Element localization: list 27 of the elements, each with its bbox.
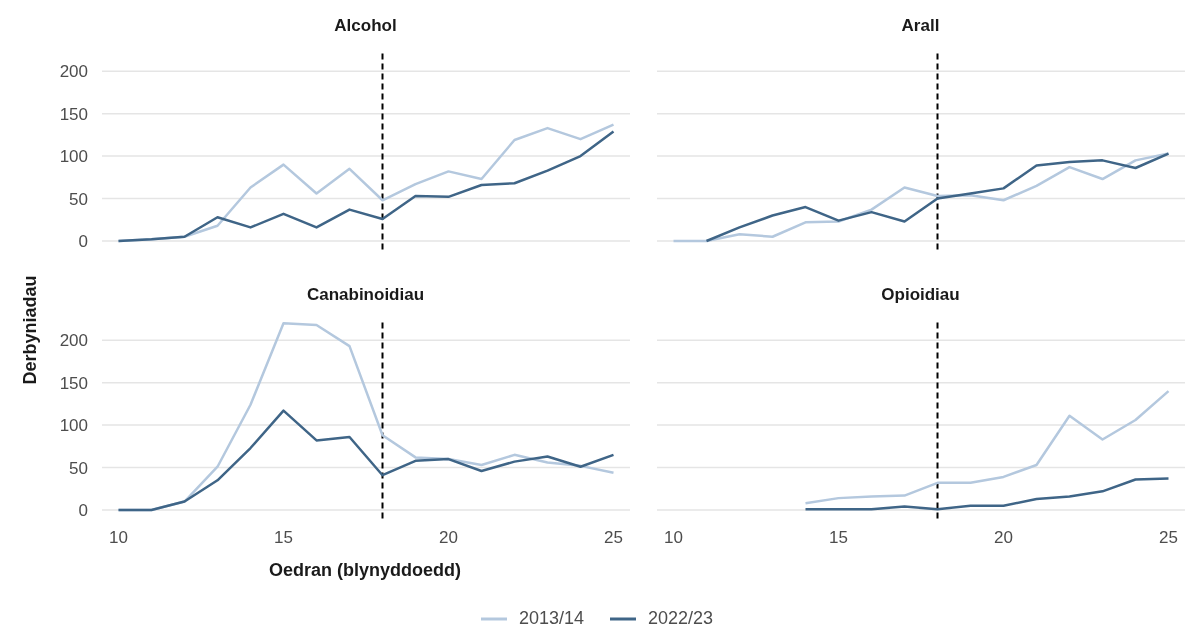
x-tick-label: 25 [1158, 527, 1178, 547]
line-series [116, 408, 615, 511]
y-tick-label: 200 [59, 62, 88, 82]
legend-label: 2013/14 [518, 608, 584, 629]
y-tick-label: 100 [59, 415, 88, 435]
y-tick-label: 50 [68, 458, 88, 478]
x-tick-label: 15 [828, 527, 848, 547]
x-tick-label: 10 [108, 527, 128, 547]
x-tick-label: 20 [438, 527, 458, 547]
y-tick-label: 150 [59, 104, 88, 124]
y-tick-label: 50 [68, 189, 88, 209]
y-tick-label: 0 [78, 232, 88, 252]
x-tick-label: 10 [663, 527, 683, 547]
x-tick-label: 15 [273, 527, 293, 547]
y-tick-label: 150 [59, 373, 88, 393]
chart-title: Arall [900, 16, 941, 36]
chart-title: Alcohol [333, 16, 398, 36]
y-tick-label: 100 [59, 147, 88, 167]
x-tick-label: 25 [603, 527, 623, 547]
y-tick-label: 0 [78, 500, 88, 520]
chart-title: Canabinoidiau [305, 284, 426, 305]
x-tick-label: 20 [993, 527, 1013, 547]
y-tick-label: 200 [59, 330, 88, 350]
y-axis-title: Derbyniadau [19, 275, 41, 385]
chart-title: Opioidiau [880, 284, 961, 305]
x-axis-title: Oedran (blynyddoedd) [268, 559, 462, 581]
legend-label: 2022/23 [648, 608, 714, 629]
